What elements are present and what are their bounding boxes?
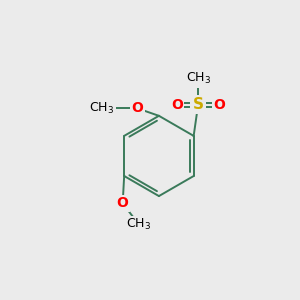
Text: CH$_3$: CH$_3$ — [127, 217, 152, 232]
Text: CH$_3$: CH$_3$ — [186, 71, 211, 86]
Text: O: O — [117, 196, 129, 210]
Text: O: O — [214, 98, 226, 112]
Text: O: O — [132, 101, 143, 116]
Text: CH$_3$: CH$_3$ — [89, 101, 114, 116]
Text: O: O — [171, 98, 183, 112]
Text: S: S — [193, 97, 204, 112]
